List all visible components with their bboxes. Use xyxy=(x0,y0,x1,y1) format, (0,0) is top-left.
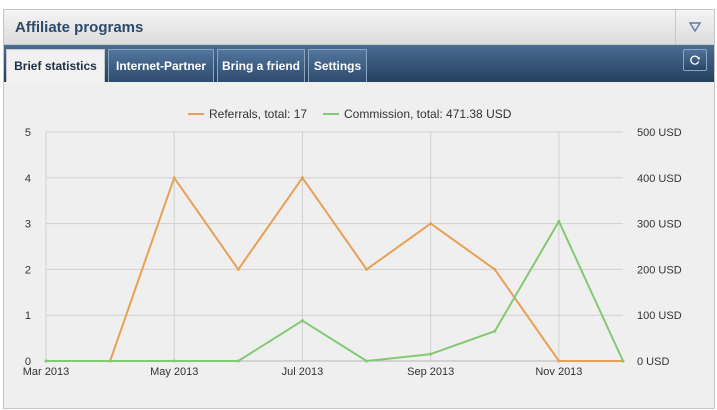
widget-header: Affiliate programs xyxy=(4,10,714,45)
series-line-referrals xyxy=(46,176,623,362)
data-point xyxy=(300,319,304,323)
series-lines xyxy=(44,176,625,363)
x-tick-label: Sep 2013 xyxy=(407,366,454,378)
y-right-tick-label: 500 USD xyxy=(637,127,682,139)
y-right-tick-label: 300 USD xyxy=(637,219,682,231)
data-point xyxy=(557,359,561,363)
y-left-tick-label: 0 xyxy=(25,356,31,368)
legend: Referrals, total: 17 Commission, total: 4… xyxy=(188,107,512,121)
y-left-tick-label: 5 xyxy=(25,127,31,139)
legend-referrals-label: Referrals, total: 17 xyxy=(209,107,307,121)
legend-commission-label: Commission, total: 471.38 USD xyxy=(344,107,512,121)
x-tick-label: Jul 2013 xyxy=(282,366,324,378)
data-point xyxy=(365,359,369,363)
y-left-tick-label: 1 xyxy=(25,310,31,322)
tab-bar: Brief statistics Internet-Partner Bring … xyxy=(4,45,714,82)
data-point xyxy=(557,219,561,223)
y-left-tick-label: 3 xyxy=(25,219,31,231)
affiliate-programs-widget: Affiliate programs Brief statistics Inte… xyxy=(3,9,715,409)
data-point xyxy=(236,267,240,271)
data-point xyxy=(44,359,48,363)
tick-labels: 0 0 USD 1 100 USD 2 200 USD 3 300 USD 4 400 USD 5 5… xyxy=(23,127,682,378)
collapse-button[interactable] xyxy=(675,10,714,44)
tab-label: Internet-Partner xyxy=(115,59,207,73)
data-point xyxy=(108,359,112,363)
tab-label: Settings xyxy=(313,59,362,73)
triangle-down-icon xyxy=(689,22,701,32)
refresh-button[interactable] xyxy=(683,49,707,71)
data-point xyxy=(172,176,176,180)
y-right-tick-label: 200 USD xyxy=(637,264,682,276)
y-right-tick-label: 0 USD xyxy=(637,356,669,368)
x-tick-label: Mar 2013 xyxy=(23,366,69,378)
tab-label: Brief statistics xyxy=(14,59,97,73)
data-point xyxy=(429,352,433,356)
data-point xyxy=(172,359,176,363)
data-point xyxy=(300,176,304,180)
y-right-tick-label: 100 USD xyxy=(637,310,682,322)
y-right-tick-label: 400 USD xyxy=(637,173,682,185)
tab-label: Bring a friend xyxy=(221,59,300,73)
data-point xyxy=(365,267,369,271)
refresh-icon xyxy=(690,55,700,65)
tab-brief-statistics[interactable]: Brief statistics xyxy=(6,49,105,82)
tab-settings[interactable]: Settings xyxy=(308,49,367,82)
widget-title: Affiliate programs xyxy=(15,19,144,36)
data-point xyxy=(493,329,497,333)
data-point xyxy=(621,359,625,363)
x-tick-label: Nov 2013 xyxy=(535,366,582,378)
x-tick-label: May 2013 xyxy=(150,366,198,378)
y-left-tick-label: 4 xyxy=(25,173,31,185)
data-point xyxy=(493,267,497,271)
data-point xyxy=(429,222,433,226)
grid-lines xyxy=(45,131,623,362)
tab-bring-a-friend[interactable]: Bring a friend xyxy=(217,49,305,82)
data-point xyxy=(236,359,240,363)
y-left-tick-label: 2 xyxy=(25,264,31,276)
series-line-commission xyxy=(46,220,624,362)
tab-internet-partner[interactable]: Internet-Partner xyxy=(108,49,214,82)
